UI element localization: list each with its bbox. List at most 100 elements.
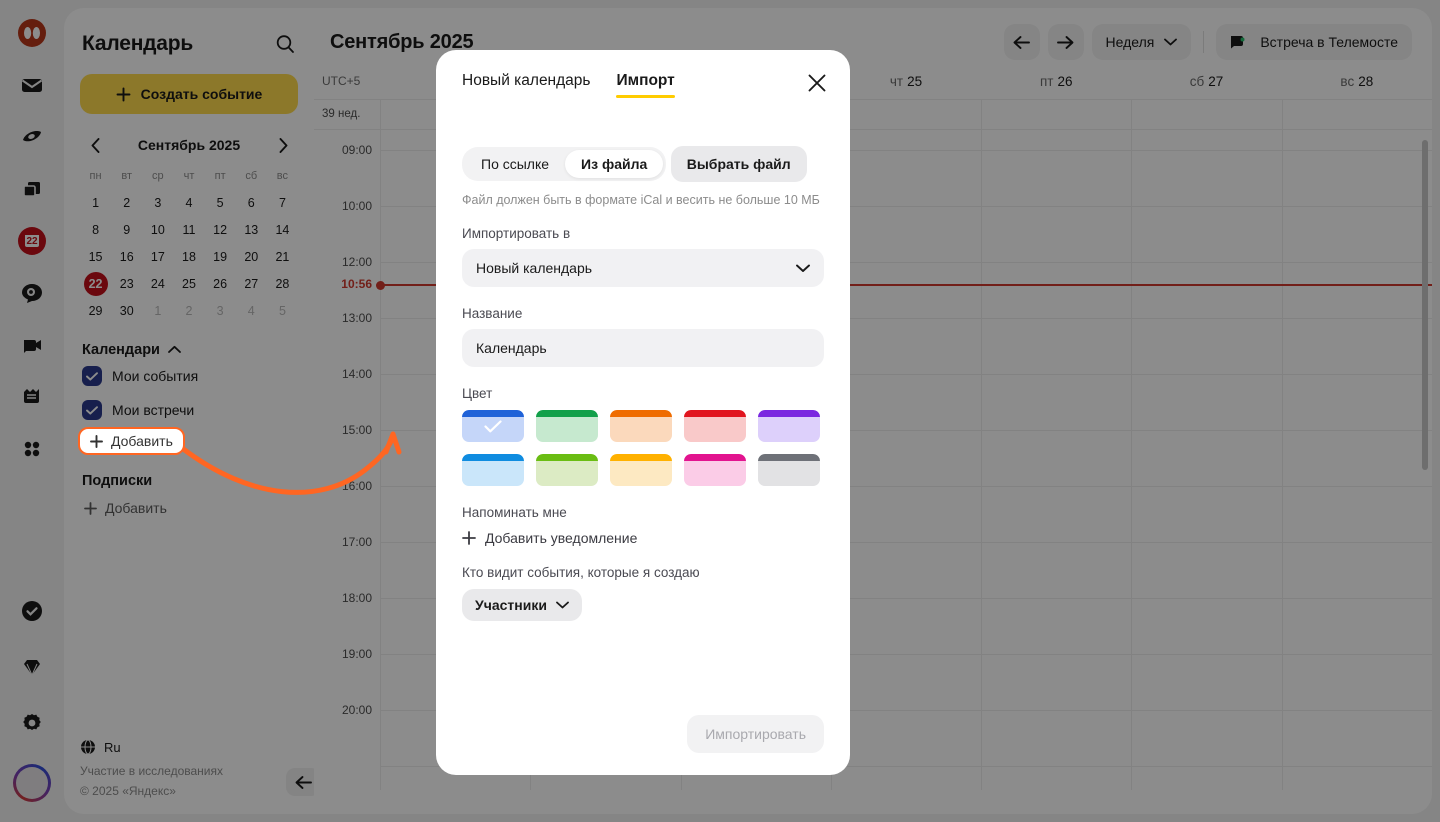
color-swatch[interactable] (536, 454, 598, 486)
yandex-logo-icon[interactable] (17, 18, 47, 48)
research-link[interactable]: Участие в исследованиях (80, 764, 223, 778)
mini-calendar-day[interactable]: 24 (150, 277, 165, 291)
mini-calendar-day[interactable]: 17 (150, 250, 165, 264)
mini-calendar-day[interactable]: 2 (123, 196, 131, 210)
mini-calendar-day[interactable]: 4 (185, 196, 193, 210)
mail-icon[interactable] (17, 70, 47, 100)
mini-calendar-day[interactable]: 21 (275, 250, 290, 264)
color-swatch[interactable] (610, 410, 672, 442)
color-swatch[interactable] (758, 410, 820, 442)
apps-grid-icon[interactable] (17, 434, 47, 464)
mini-calendar-day[interactable]: 9 (123, 223, 131, 237)
color-swatch-selected[interactable] (462, 410, 524, 442)
mini-calendar-day[interactable]: 20 (244, 250, 259, 264)
mini-calendar-day[interactable]: 12 (213, 223, 228, 237)
mini-calendar-day[interactable]: 5 (216, 196, 224, 210)
add-subscription-button[interactable]: Добавить (80, 495, 298, 521)
calendars-section-header[interactable]: Календари (80, 341, 298, 359)
mini-calendar-day[interactable]: 19 (213, 250, 228, 264)
calendar-icon[interactable]: 22 (17, 226, 47, 256)
day-column[interactable] (1281, 130, 1432, 790)
visibility-select[interactable]: Участники (462, 589, 582, 621)
mini-calendar-day[interactable]: 28 (275, 277, 290, 291)
prev-week-button[interactable] (1003, 24, 1040, 60)
mini-calendar-day[interactable]: 6 (247, 196, 255, 210)
mini-calendar-day[interactable]: 18 (182, 250, 196, 264)
mini-calendar-day[interactable]: 3 (216, 304, 224, 318)
mini-calendar-day[interactable]: 2 (185, 304, 193, 318)
mini-calendar-day-today[interactable]: 22 (83, 272, 108, 296)
messenger-icon[interactable] (17, 278, 47, 308)
mini-calendar-day[interactable]: 1 (154, 304, 162, 318)
mini-calendar-day[interactable]: 10 (150, 223, 165, 237)
mini-calendar-day[interactable]: 14 (275, 223, 290, 237)
calendar-list-item[interactable]: Мои события (80, 359, 298, 393)
disk-icon[interactable] (17, 122, 47, 152)
user-avatar[interactable] (13, 764, 51, 802)
color-swatch[interactable] (758, 454, 820, 486)
mini-calendar-day[interactable]: 29 (88, 304, 103, 318)
add-calendar-button[interactable]: Добавить (78, 427, 185, 455)
add-notification-button[interactable]: Добавить уведомление (462, 530, 824, 546)
mini-calendar-day[interactable]: 1 (92, 196, 100, 210)
premium-diamond-icon[interactable] (17, 652, 47, 682)
mini-calendar-day[interactable]: 30 (119, 304, 134, 318)
mini-calendar-day[interactable]: 8 (92, 223, 100, 237)
mini-calendar-day[interactable]: 25 (182, 277, 196, 291)
search-icon[interactable] (274, 33, 296, 55)
day-column-header[interactable]: сб 27 (1189, 74, 1224, 89)
mini-calendar-day[interactable]: 15 (88, 250, 103, 264)
day-column[interactable] (1131, 130, 1282, 790)
mini-calendar-day[interactable]: 13 (244, 223, 259, 237)
chevron-up-icon[interactable] (168, 341, 181, 359)
mini-calendar-day[interactable]: 16 (119, 250, 134, 264)
color-swatch[interactable] (684, 410, 746, 442)
create-event-button[interactable]: Создать событие (80, 74, 298, 114)
name-input[interactable] (462, 329, 824, 367)
day-column-header[interactable]: вс 28 (1340, 74, 1374, 89)
mini-calendar-prev[interactable] (84, 134, 106, 156)
import-submit-button[interactable]: Импортировать (687, 715, 824, 753)
color-swatch[interactable] (610, 454, 672, 486)
day-column-header[interactable]: пт 26 (1040, 74, 1073, 89)
language-switcher[interactable]: Ru (80, 739, 298, 755)
telemost-icon[interactable] (17, 330, 47, 360)
day-column[interactable] (981, 130, 1132, 790)
grid-scrollbar[interactable] (1422, 140, 1428, 470)
mini-calendar-day[interactable]: 27 (244, 277, 259, 291)
calendar-checkbox[interactable] (82, 400, 102, 420)
mini-calendar-day[interactable]: 7 (278, 196, 286, 210)
day-column-header[interactable]: чт 25 (889, 74, 923, 89)
mini-calendar-dow: ср (152, 170, 164, 182)
color-swatch[interactable] (462, 454, 524, 486)
mini-calendar-day[interactable]: 23 (119, 277, 134, 291)
mini-calendar-day[interactable]: 5 (278, 304, 286, 318)
tab-import[interactable]: Импорт (616, 72, 676, 98)
allday-cell[interactable] (1281, 100, 1432, 129)
settings-gear-icon[interactable] (17, 708, 47, 738)
allday-cell[interactable] (981, 100, 1131, 129)
toggle-from-file[interactable]: Из файла (565, 150, 664, 178)
toggle-by-link[interactable]: По ссылке (481, 156, 550, 172)
mini-calendar-day[interactable]: 3 (154, 196, 162, 210)
mini-calendar-day[interactable]: 26 (213, 277, 228, 291)
close-icon[interactable] (806, 72, 828, 94)
tracker-icon[interactable] (17, 596, 47, 626)
view-mode-select[interactable]: Неделя (1091, 24, 1192, 60)
color-swatch[interactable] (536, 410, 598, 442)
allday-cell[interactable] (380, 100, 530, 129)
calendar-checkbox[interactable] (82, 366, 102, 386)
tab-new-calendar[interactable]: Новый календарь (462, 72, 591, 89)
telemost-meeting-button[interactable]: Встреча в Телемосте (1216, 24, 1412, 60)
color-swatch[interactable] (684, 454, 746, 486)
notes-icon[interactable] (17, 382, 47, 412)
mini-calendar-day[interactable]: 11 (182, 223, 196, 237)
calendar-list-item[interactable]: Мои встречи (80, 393, 298, 427)
mini-calendar-day[interactable]: 4 (247, 304, 255, 318)
choose-file-button[interactable]: Выбрать файл (670, 146, 807, 182)
documents-icon[interactable] (17, 174, 47, 204)
mini-calendar-next[interactable] (272, 134, 294, 156)
next-week-button[interactable] (1047, 24, 1084, 60)
import-to-select[interactable]: Новый календарь (462, 249, 824, 287)
allday-cell[interactable] (1131, 100, 1281, 129)
